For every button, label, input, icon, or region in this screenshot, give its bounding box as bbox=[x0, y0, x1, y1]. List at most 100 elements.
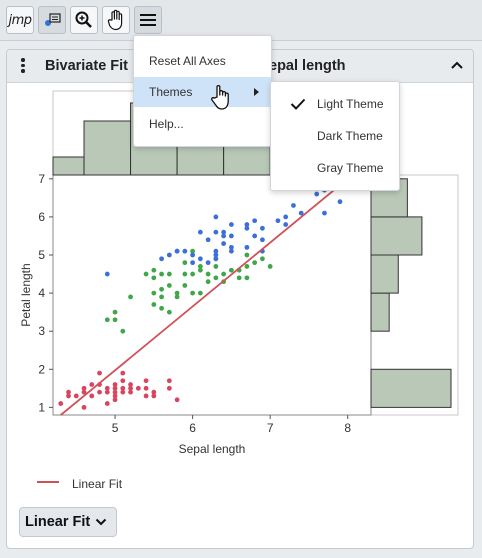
legend-label: Linear Fit bbox=[72, 477, 123, 491]
scatter-point bbox=[128, 385, 133, 391]
scatter-point bbox=[283, 214, 289, 220]
linear-fit-line bbox=[60, 178, 349, 416]
pan-button[interactable] bbox=[102, 6, 130, 34]
themes-submenu: Light Theme Dark Theme Gray Theme bbox=[270, 81, 400, 191]
scatter-point bbox=[97, 370, 102, 376]
menu-item-help[interactable]: Help... bbox=[134, 109, 271, 139]
scatter-point bbox=[58, 401, 64, 406]
scatter-point bbox=[143, 378, 149, 384]
scatter-point bbox=[151, 275, 157, 281]
zoom-icon bbox=[75, 11, 92, 28]
scatter-point bbox=[291, 203, 296, 208]
top-histogram-bar bbox=[52, 156, 85, 176]
scatter-point bbox=[112, 309, 118, 315]
annotate-icon bbox=[45, 13, 61, 26]
y-tick-label: 7 bbox=[38, 172, 45, 186]
menu-item-label: Reset All Axes bbox=[149, 54, 226, 68]
scatter-point bbox=[174, 294, 180, 300]
scatter-point bbox=[267, 264, 273, 269]
y-tick-label: 4 bbox=[38, 286, 45, 300]
y-tick-label: 2 bbox=[38, 362, 45, 376]
scatter-point bbox=[182, 283, 188, 288]
scatter-point bbox=[221, 229, 227, 235]
scatter-point bbox=[112, 393, 118, 399]
toolbar: jmp bbox=[0, 0, 482, 41]
submenu-item-label: Light Theme bbox=[317, 97, 384, 111]
panel-title: Bivariate Fit epal length bbox=[45, 58, 346, 74]
panel-title-right: epal length bbox=[269, 58, 346, 74]
scatter-point bbox=[260, 225, 265, 231]
plot-frame bbox=[52, 174, 372, 416]
right-histogram-bar bbox=[370, 216, 423, 256]
scatter-point bbox=[205, 237, 211, 243]
scatter-point bbox=[128, 389, 133, 395]
scatter-point bbox=[221, 233, 227, 239]
scatter-point bbox=[244, 225, 250, 231]
jmp-logo-button[interactable]: jmp bbox=[6, 6, 34, 34]
scatter-point bbox=[104, 401, 110, 406]
submenu-item-label: Dark Theme bbox=[317, 129, 383, 143]
y-tick-label: 1 bbox=[38, 400, 45, 414]
submenu-arrow-icon bbox=[254, 88, 259, 96]
menu-item-label: Themes bbox=[149, 85, 193, 99]
chevron-up-icon[interactable] bbox=[447, 55, 467, 75]
scatter-point bbox=[197, 290, 203, 296]
scatter-point bbox=[221, 241, 227, 246]
scatter-point bbox=[221, 271, 227, 277]
scatter-point bbox=[112, 385, 118, 391]
submenu-item-gray-theme[interactable]: Gray Theme bbox=[271, 152, 399, 184]
scatter-point bbox=[174, 248, 180, 254]
linear-fit-button[interactable]: Linear Fit bbox=[19, 507, 117, 537]
menu-item-themes[interactable]: Themes bbox=[134, 77, 271, 107]
x-tick-label: 7 bbox=[267, 421, 274, 435]
scatter-point bbox=[128, 382, 133, 387]
hand-cursor-icon bbox=[211, 85, 229, 110]
main-menu-button[interactable] bbox=[134, 6, 162, 34]
scatter-point bbox=[166, 309, 172, 315]
scatter-point bbox=[120, 328, 126, 334]
scatter-point bbox=[228, 222, 234, 227]
scatter-point bbox=[197, 264, 203, 269]
scatter-point bbox=[213, 275, 219, 281]
submenu-item-dark-theme[interactable]: Dark Theme bbox=[271, 120, 399, 152]
submenu-item-light-theme[interactable]: Light Theme bbox=[271, 88, 399, 120]
scatter-point bbox=[190, 260, 196, 266]
scatter-point bbox=[260, 256, 265, 262]
y-axis-label: Petal length bbox=[19, 263, 33, 326]
scatter-point bbox=[120, 378, 126, 384]
scatter-point bbox=[314, 191, 320, 197]
annotate-button[interactable] bbox=[38, 6, 66, 34]
scatter-point bbox=[322, 210, 327, 216]
scatter-point bbox=[182, 271, 188, 277]
scatter-point bbox=[151, 267, 157, 273]
scatter-point bbox=[298, 210, 304, 216]
submenu-item-label: Gray Theme bbox=[317, 161, 384, 175]
scatter-point bbox=[182, 260, 188, 266]
scatter-point bbox=[159, 294, 164, 300]
scatter-point bbox=[104, 385, 110, 391]
scatter-point bbox=[252, 233, 258, 239]
scatter-point bbox=[244, 275, 250, 281]
scatter-point bbox=[182, 248, 188, 254]
scatter-point bbox=[81, 404, 87, 410]
scatter-point bbox=[66, 393, 71, 399]
scatter-point bbox=[151, 389, 157, 395]
kebab-menu-icon[interactable] bbox=[20, 58, 26, 76]
zoom-button[interactable] bbox=[70, 6, 98, 34]
scatter-point bbox=[159, 305, 164, 311]
scatter-point bbox=[97, 389, 102, 395]
scatter-point bbox=[128, 294, 133, 300]
scatter-point bbox=[213, 264, 219, 269]
main-menu: Reset All Axes Themes Help... bbox=[133, 35, 272, 147]
scatter-point bbox=[275, 218, 281, 224]
scatter-point bbox=[166, 283, 172, 288]
scatter-point bbox=[159, 286, 164, 292]
scatter-point bbox=[112, 317, 118, 323]
menu-item-reset-all-axes[interactable]: Reset All Axes bbox=[134, 46, 271, 76]
hand-icon bbox=[107, 9, 123, 31]
scatter-point bbox=[244, 264, 250, 269]
scatter-point bbox=[166, 378, 172, 384]
scatter-point bbox=[112, 389, 118, 395]
scatter-point bbox=[143, 385, 149, 391]
scatter-point bbox=[159, 271, 164, 277]
